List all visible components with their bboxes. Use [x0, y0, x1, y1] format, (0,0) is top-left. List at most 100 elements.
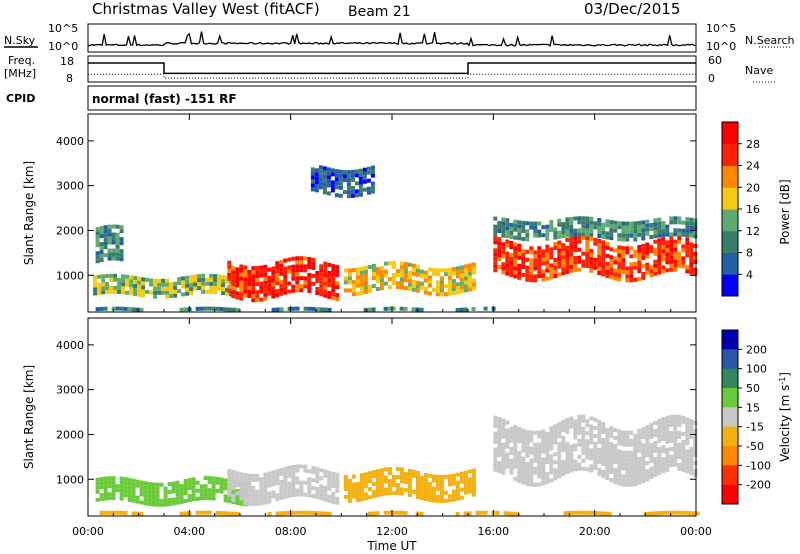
heatmap-cell: [601, 248, 606, 253]
heatmap-cell: [145, 289, 150, 294]
heatmap-cell: [537, 450, 542, 455]
heatmap-cell: [637, 249, 642, 253]
nave-tick-top: 60: [708, 54, 722, 67]
heatmap-cell: [625, 478, 630, 483]
heatmap-cell: [505, 234, 510, 239]
heatmap-cell: [585, 260, 590, 264]
heatmap-cell: [197, 278, 202, 283]
heatmap-cell: [123, 477, 128, 482]
heatmap-cell: [505, 226, 510, 231]
heatmap-cell: [411, 267, 416, 272]
heatmap-cell: [641, 451, 646, 456]
heatmap-cell: [443, 284, 448, 289]
colorbar-tick-label: 15: [746, 401, 760, 414]
heatmap-cell: [255, 493, 260, 498]
heatmap-cell: [107, 510, 112, 515]
heatmap-cell: [319, 476, 324, 481]
heatmap-cell: [403, 278, 408, 283]
heatmap-cell: [366, 186, 371, 191]
heatmap-cell: [463, 490, 468, 495]
heatmap-cell: [657, 221, 662, 226]
heatmap-cell: [657, 225, 662, 230]
heatmap-cell: [649, 447, 654, 451]
heatmap-cell: [471, 468, 476, 473]
heatmap-cell: [509, 253, 514, 257]
heatmap-cell: [366, 170, 371, 175]
heatmap-cell: [609, 271, 614, 276]
heatmap-cell: [323, 469, 328, 474]
heatmap-cell: [139, 480, 144, 485]
heatmap-cell: [251, 282, 256, 287]
heatmap-cell: [259, 289, 264, 294]
heatmap-cell: [371, 264, 376, 268]
heatmap-cell: [315, 287, 320, 291]
heatmap-cell: [326, 191, 331, 196]
heatmap-cell: [521, 256, 526, 261]
heatmap-cell: [521, 436, 526, 441]
heatmap-cell: [621, 430, 626, 435]
heatmap-cell: [597, 271, 602, 275]
heatmap-cell: [358, 192, 363, 197]
heatmap-cell: [565, 249, 570, 254]
heatmap-cell: [231, 270, 236, 275]
heatmap-cell: [463, 276, 468, 281]
heatmap-cell: [601, 437, 606, 442]
heatmap-cell: [537, 270, 542, 275]
heatmap-cell: [549, 224, 554, 229]
heatmap-cell: [605, 432, 610, 437]
heatmap-cell: [645, 231, 650, 236]
heatmap-cell: [447, 279, 452, 284]
heatmap-cell: [331, 491, 336, 496]
heatmap-cell: [443, 272, 448, 277]
heatmap-cell: [103, 245, 108, 250]
heatmap-cell: [677, 467, 682, 471]
heatmap-cell: [565, 470, 570, 475]
heatmap-cell: [255, 497, 260, 502]
heatmap-cell: [565, 458, 570, 463]
heatmap-cell: [227, 492, 232, 497]
heatmap-cell: [439, 491, 444, 495]
heatmap-cell: [663, 510, 668, 515]
heatmap-cell: [573, 232, 578, 237]
heatmap-cell: [359, 278, 364, 283]
heatmap-cell: [347, 268, 352, 273]
heatmap-cell: [315, 291, 320, 295]
heatmap-cell: [669, 455, 674, 459]
heatmap-cell: [573, 236, 578, 241]
heatmap-cell: [641, 232, 646, 237]
heatmap-cell: [117, 277, 122, 282]
heatmap-cell: [553, 424, 558, 429]
heatmap-cell: [689, 455, 694, 459]
heatmap-cell: [342, 174, 347, 179]
heatmap-cell: [517, 236, 522, 241]
heatmap-cell: [447, 287, 452, 292]
heatmap-cell: [501, 225, 506, 230]
heatmap-cell: [677, 451, 682, 455]
heatmap-cell: [455, 290, 460, 295]
heatmap-cell: [451, 481, 456, 486]
heatmap-cell: [585, 248, 590, 252]
heatmap-cell: [521, 456, 526, 461]
heatmap-cell: [573, 216, 578, 221]
heatmap-cell: [193, 278, 198, 283]
heatmap-cell: [501, 466, 506, 471]
heatmap-cell: [259, 493, 264, 498]
heatmap-cell: [541, 233, 546, 238]
heatmap-cell: [681, 439, 686, 444]
heatmap-cell: [689, 229, 694, 234]
heatmap-cell: [513, 436, 518, 441]
heatmap-cell: [311, 478, 316, 483]
heatmap-cell: [661, 237, 666, 242]
colorbar-tick-label: 50: [746, 382, 760, 395]
heatmap-cell: [101, 274, 106, 279]
heatmap-cell: [367, 479, 372, 484]
heatmap-cell: [215, 306, 220, 311]
heatmap-cell: [545, 456, 550, 461]
heatmap-cell: [661, 233, 666, 238]
heatmap-cell: [557, 430, 562, 435]
heatmap-cell: [149, 282, 154, 287]
heatmap-cell: [105, 274, 110, 278]
heatmap-cell: [689, 221, 694, 226]
heatmap-cell: [187, 494, 192, 499]
heatmap-cell: [201, 285, 206, 290]
